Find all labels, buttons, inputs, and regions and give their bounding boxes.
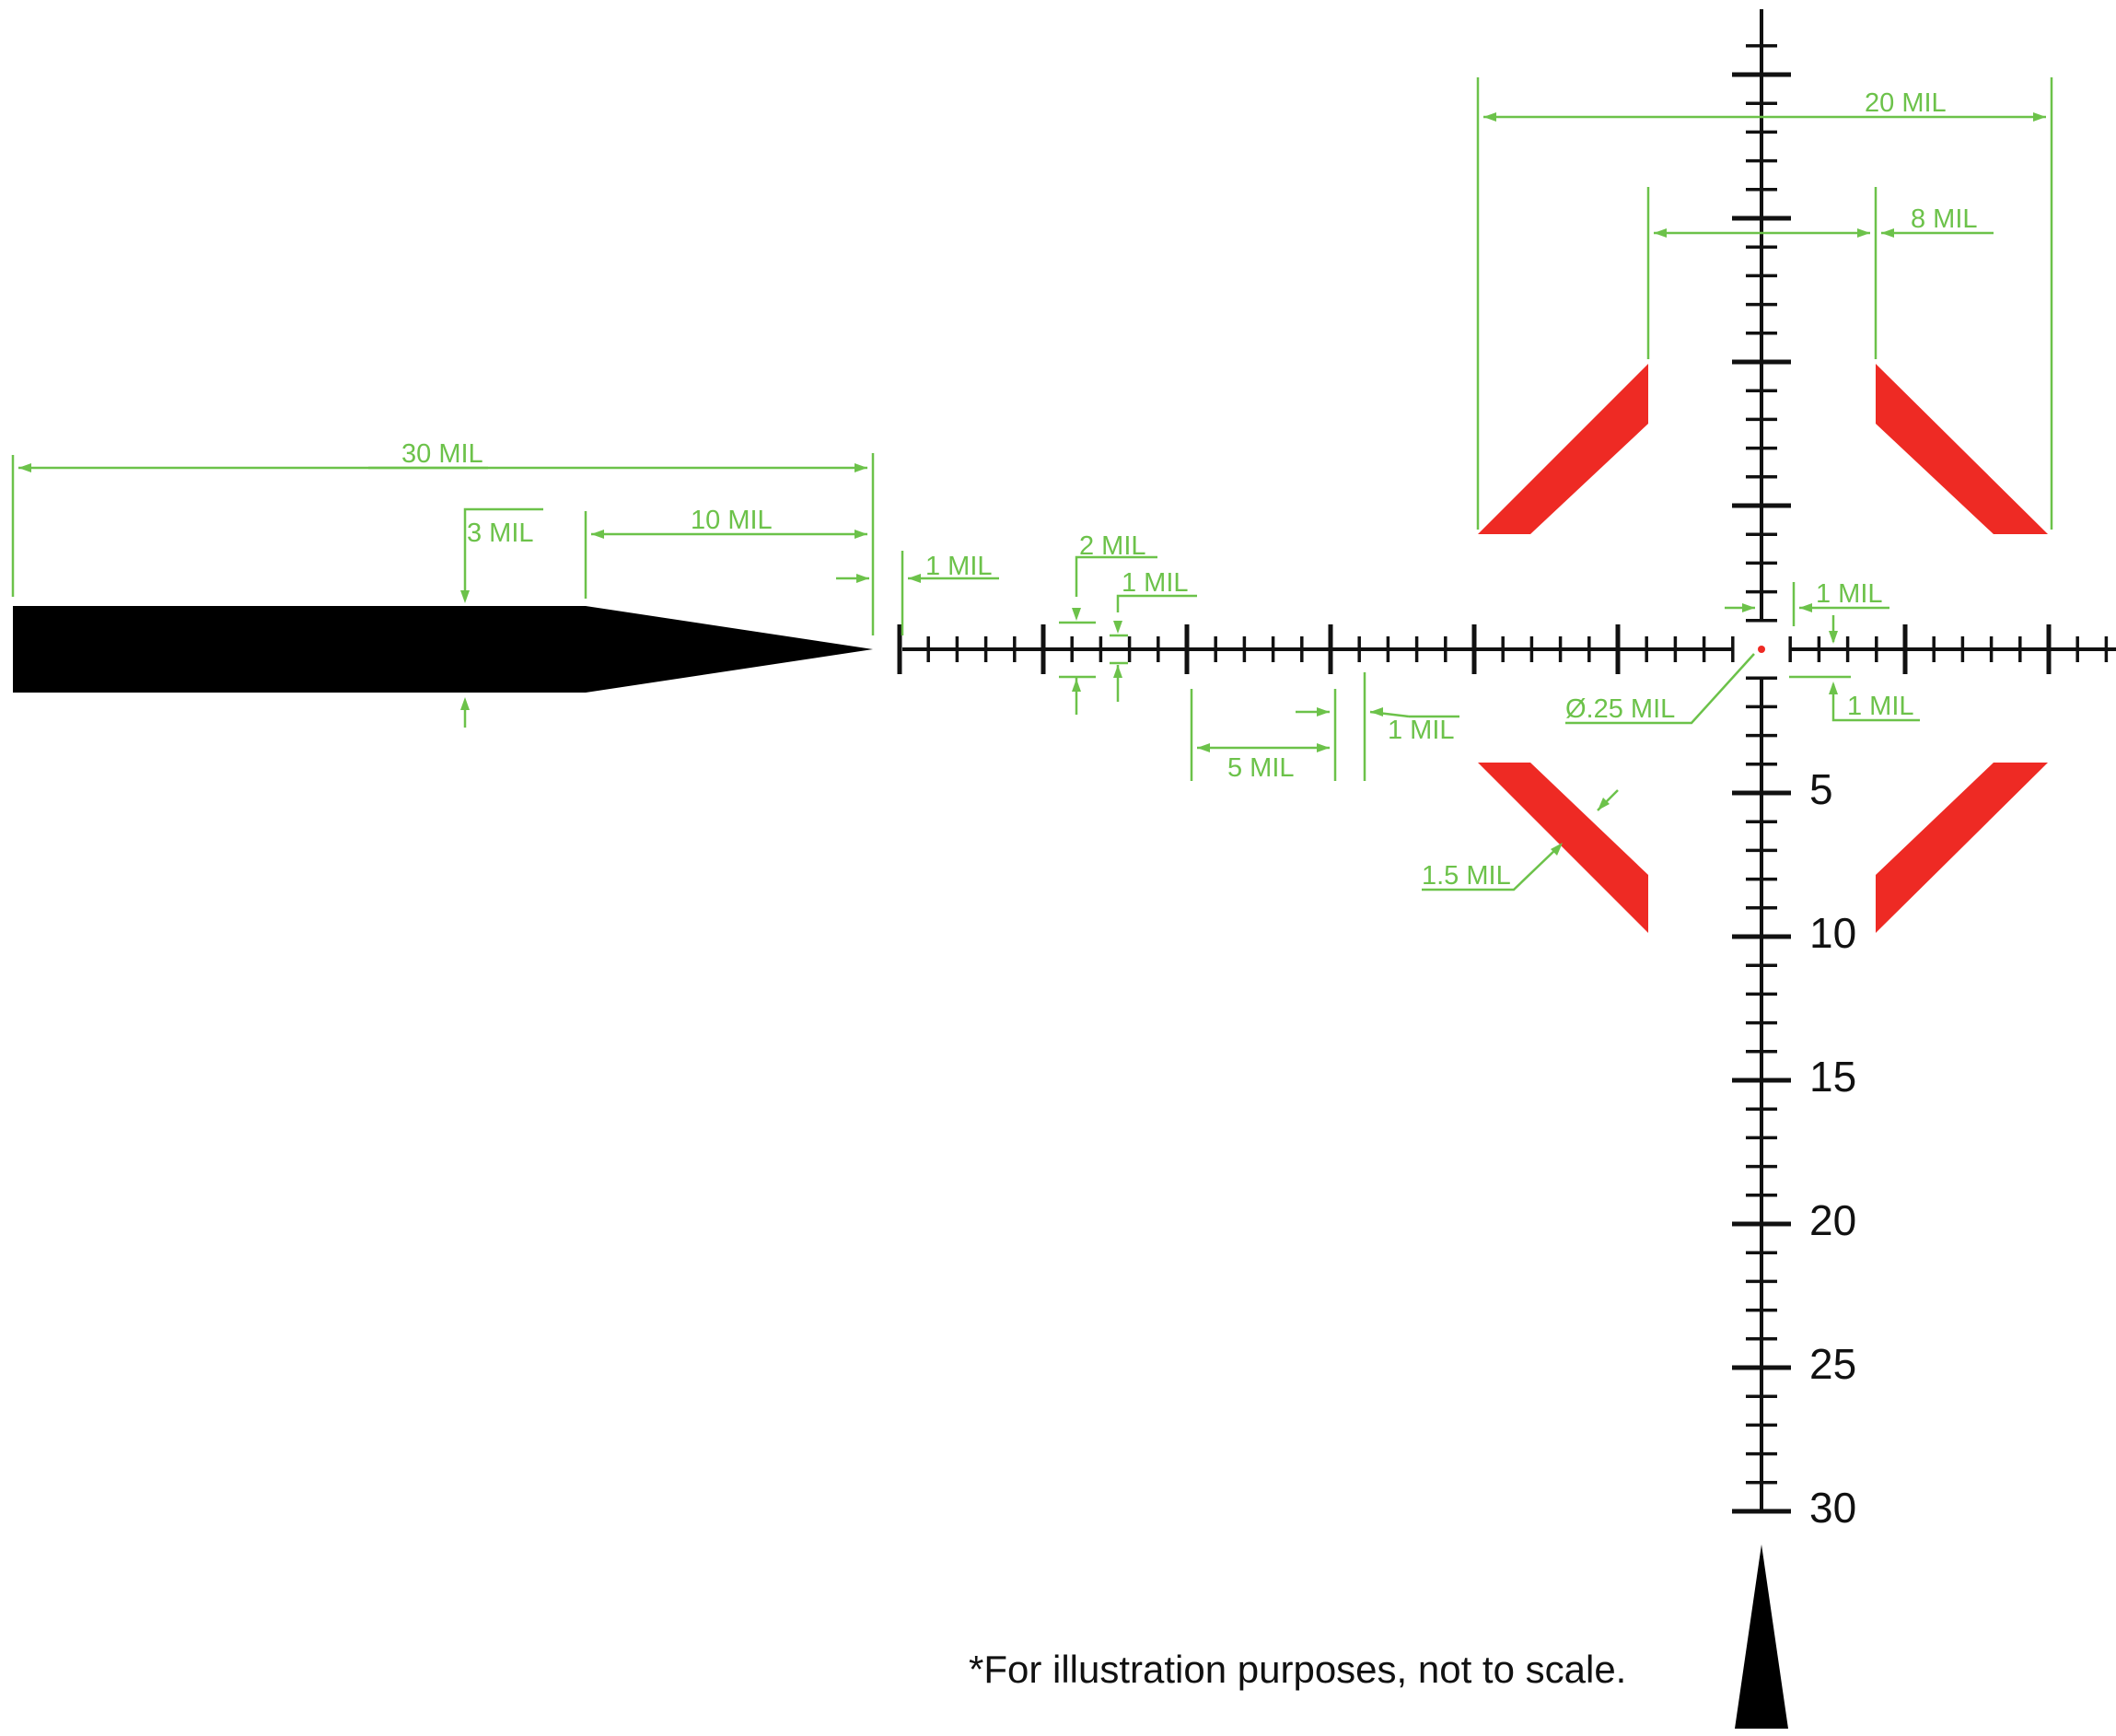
vertical-label-25: 25 [1809, 1340, 1856, 1388]
dim-label-3-mil: 3 MIL [467, 518, 534, 548]
footnote: *For illustration purposes, not to scale… [969, 1648, 1626, 1691]
chevron-bottom-right [1876, 763, 2048, 933]
dim-label-1-mil-hash: 1 MIL [1122, 568, 1189, 598]
dim-label-center-dot: Ø.25 MIL [1565, 694, 1675, 724]
bottom-post [1735, 1544, 1788, 1729]
vertical-hash-marks [1732, 44, 1791, 1514]
vertical-label-15: 15 [1809, 1053, 1856, 1101]
dimension-annotations [11, 77, 2053, 891]
dim-label-1-mil-gap: 1 MIL [925, 552, 993, 581]
dim-label-10-mil: 10 MIL [691, 506, 773, 535]
vertical-label-5: 5 [1809, 765, 1833, 813]
dim-label-20-mil: 20 MIL [1865, 88, 1947, 118]
dim-label-1-mil-center-right: 1 MIL [1847, 692, 1914, 721]
vertical-label-30: 30 [1809, 1484, 1856, 1532]
dim-label-2-mil: 2 MIL [1079, 531, 1146, 561]
chevron-bottom-left [1478, 763, 1648, 933]
center-dot [1758, 646, 1765, 653]
horizontal-hash-marks [897, 624, 2109, 674]
dim-label-30-mil: 30 MIL [401, 439, 483, 469]
chevron-top-right [1876, 364, 2048, 534]
dim-label-1-mil-center-top: 1 MIL [1816, 579, 1883, 609]
dim-label-1-5-mil: 1.5 MIL [1422, 861, 1511, 891]
vertical-label-10: 10 [1809, 909, 1856, 957]
dim-label-1-mil-major: 1 MIL [1388, 716, 1455, 745]
left-thick-post [13, 606, 873, 693]
dim-label-5-mil: 5 MIL [1227, 753, 1295, 783]
dim-label-8-mil: 8 MIL [1911, 204, 1978, 234]
chevron-top-left [1478, 364, 1648, 534]
vertical-label-20: 20 [1809, 1196, 1856, 1244]
